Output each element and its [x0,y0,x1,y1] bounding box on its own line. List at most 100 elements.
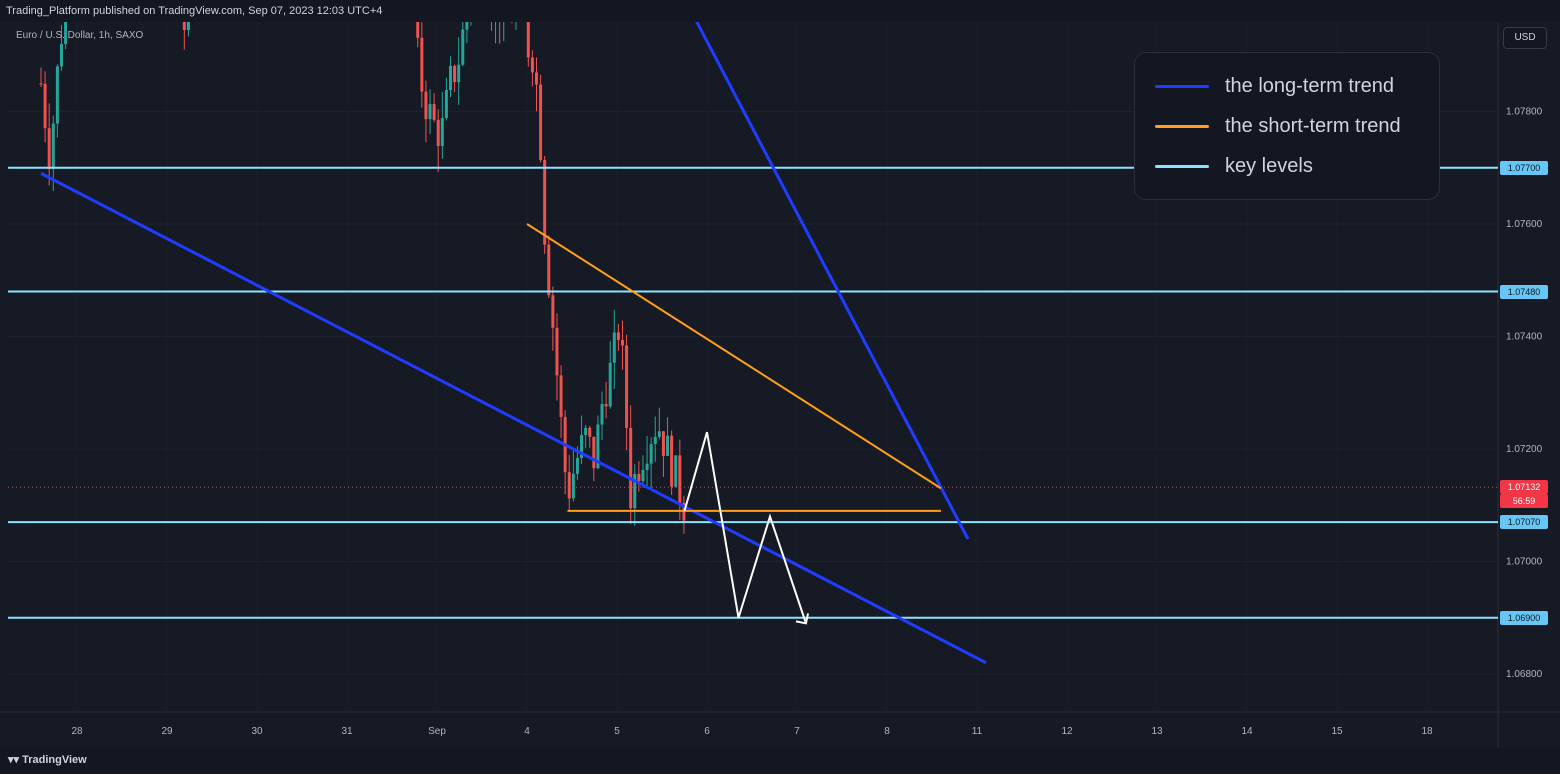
legend-item-long-term: the long-term trend [1155,73,1435,113]
x-tick-label: 28 [71,726,83,737]
candle-body [555,327,559,376]
candle-body [620,339,624,346]
x-tick-label: 6 [704,726,710,737]
legend-swatch-long-term [1155,85,1209,88]
x-tick-label: 7 [794,726,800,737]
tradingview-logo-icon: ▾▾ [8,754,23,766]
x-tick-label: 18 [1421,726,1433,737]
legend-swatch-short-term [1155,125,1209,128]
long-term-trend-line [695,22,970,540]
candle-body [440,118,444,147]
candle-body [39,83,43,85]
candle-body [551,295,555,328]
trend-legend: the long-term trend the short-term trend… [1134,52,1440,200]
candle-body [539,84,543,161]
y-tick-label: 1.07400 [1506,332,1543,343]
key-level-badge: 1.07700 [1500,160,1548,175]
x-tick-label: 4 [524,726,530,737]
candle-body [43,83,47,129]
candle-body [186,22,190,31]
candle-body [596,424,600,469]
x-tick-label: 11 [972,726,983,737]
x-tick-label: 31 [341,726,353,737]
x-tick-label: 14 [1241,726,1253,737]
candle-body [625,345,629,428]
candle-body [678,455,682,503]
candle-body [657,431,661,437]
symbol-title: Euro / U.S. Dollar, 1h, SAXO [16,30,144,41]
candle-body [674,455,678,487]
x-tick-label: Sep [428,726,446,737]
candle-body [608,362,612,407]
candle-body [530,57,534,73]
y-tick-label: 1.07000 [1506,557,1543,568]
candle-body [182,22,186,31]
candle-body [629,427,633,509]
candle-body [600,404,604,425]
candle-body [571,473,575,499]
key-level-badge: 1.07480 [1500,284,1548,299]
candle-body [649,444,653,464]
candle-body [534,72,538,85]
candle-body [547,244,551,296]
candle-body [543,160,547,245]
x-tick-label: 29 [161,726,173,737]
short-term-trend-line [526,223,942,490]
x-tick-label: 12 [1061,726,1073,737]
currency-button[interactable]: USD [1503,27,1547,49]
x-tick-label: 8 [884,726,890,737]
candle-body [588,427,592,437]
candle-body [612,332,616,363]
candle-body [580,435,584,459]
y-tick-label: 1.07800 [1506,107,1543,118]
legend-label-short-term: the short-term trend [1225,115,1401,137]
legend-swatch-key-levels [1155,165,1209,168]
candle-body [436,119,440,147]
candle-body [575,458,579,474]
candle-body [641,470,645,481]
candle-body [444,90,448,119]
footer-bar: ▾▾ TradingView [0,748,1560,774]
bar-countdown-badge: 56:59 [1500,494,1548,509]
candle-body [526,22,530,58]
candle-body [661,431,665,456]
candle-body [567,472,571,499]
projection-arrowhead [795,613,809,625]
long-term-trend-line [40,172,987,665]
projection-path [683,431,807,624]
candle-body [666,435,670,456]
candle-body [47,128,51,169]
candle-body [559,375,563,418]
candle-body [616,332,620,340]
x-tick-label: 30 [251,726,263,737]
x-tick-label: 5 [614,726,620,737]
candle-body [432,104,436,120]
candle-body [416,22,420,38]
candle-body [59,43,63,67]
x-tick-label: 13 [1151,726,1163,737]
legend-item-key-levels: key levels [1155,153,1435,193]
publish-info-text: Trading_Platform published on TradingVie… [6,5,383,17]
candle-body [453,65,457,83]
candle-body [604,404,608,407]
candle-body [457,64,461,83]
candle-body [670,435,674,487]
candle-body [55,66,59,124]
candle-body [637,473,641,481]
candle-body [420,37,424,92]
candle-body [592,436,596,469]
candle-body [64,22,68,44]
current-price-badge: 1.07132 [1500,480,1548,495]
publish-info-bar: Trading_Platform published on TradingVie… [0,0,1560,22]
candle-body [461,29,465,65]
x-tick-label: 15 [1331,726,1343,737]
chart-area[interactable]: 1.06800 1.07000 1.07200 1.07400 1.07600 1.078… [0,22,1560,748]
candle-body [51,123,55,169]
tradingview-logo[interactable]: ▾▾ TradingView [8,748,87,772]
y-tick-label: 1.06800 [1506,669,1543,680]
y-tick-label: 1.07200 [1506,444,1543,455]
legend-item-short-term: the short-term trend [1155,113,1435,153]
key-level-badge: 1.07070 [1500,515,1548,530]
candle-body [465,22,469,30]
tradingview-brand: TradingView [22,754,87,766]
